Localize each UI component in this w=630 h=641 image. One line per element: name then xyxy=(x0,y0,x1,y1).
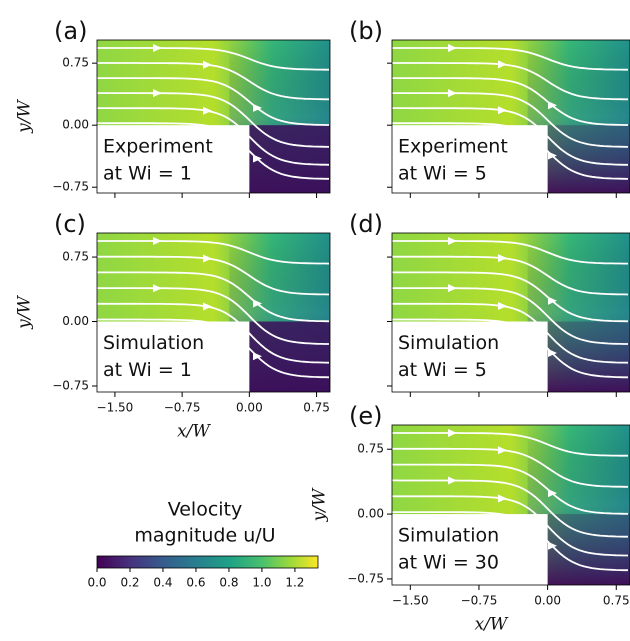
colorbar-tick-label: 1.0 xyxy=(252,576,271,590)
colorbar-tick-label: 0.4 xyxy=(153,576,172,590)
panel: Simulation at Wi = 30 (e) −1.50 −0.75 0.00 0.7… xyxy=(310,402,630,635)
panel-text: at Wi = 5 xyxy=(398,163,487,185)
y-axis-label: y/W xyxy=(15,295,35,330)
panel-text: Simulation xyxy=(103,332,204,354)
x-tick-label: 0.00 xyxy=(236,401,263,415)
colorbar-tick-label: 0.8 xyxy=(219,576,238,590)
colorbar-tick-label: 1.2 xyxy=(285,576,304,590)
panel-text: Experiment xyxy=(398,136,508,158)
figure: Experimentat Wi = 1(a)−0.750.000.75y/WEx… xyxy=(0,0,630,641)
y-tick-label: −0.75 xyxy=(347,571,384,585)
x-tick-label: 0.75 xyxy=(603,594,630,608)
x-tick-label: −0.75 xyxy=(164,401,201,415)
x-axis-label: x/W xyxy=(475,615,509,635)
panel-label: (a) xyxy=(54,17,87,45)
colorbar-tick-label: 0.0 xyxy=(87,576,106,590)
y-tick-label: −0.75 xyxy=(52,180,89,194)
y-tick-label: 0.75 xyxy=(357,442,384,456)
x-tick-label: −1.50 xyxy=(97,401,134,415)
panel: Simulation at Wi = 5 (d) xyxy=(349,210,630,397)
colorbar-title: magnitude u/U xyxy=(134,525,275,547)
colorbar-tick-label: 0.6 xyxy=(186,576,205,590)
panel-label: (b) xyxy=(349,17,383,45)
colorbar-tick-label: 0.2 xyxy=(120,576,139,590)
panel: Experiment at Wi = 1 (a) −0.75 0.00 0.75 y/W xyxy=(15,17,331,198)
y-axis-label: y/W xyxy=(310,487,330,522)
panel: Experiment at Wi = 5 (b) xyxy=(349,17,630,198)
panel-text: at Wi = 1 xyxy=(103,359,192,381)
panel: Simulation at Wi = 1 (c) −1.50 −0.75 0.00 0.75… xyxy=(15,210,331,442)
panel-text: Experiment xyxy=(103,136,213,158)
colorbar xyxy=(97,556,318,568)
panel-text: Simulation xyxy=(398,525,499,547)
x-tick-label: −1.50 xyxy=(392,594,429,608)
y-tick-label: −0.75 xyxy=(52,378,89,392)
y-tick-label: 0.75 xyxy=(62,250,89,264)
panel-label: (e) xyxy=(349,402,383,430)
dead-zone xyxy=(548,514,630,585)
y-tick-label: 0.00 xyxy=(62,314,89,328)
y-axis-label: y/W xyxy=(15,99,35,134)
y-tick-label: 0.00 xyxy=(62,118,89,132)
dead-zone xyxy=(548,125,630,193)
dead-zone xyxy=(249,322,330,392)
x-axis-label: x/W xyxy=(177,422,211,442)
panel-label: (d) xyxy=(349,210,383,238)
panel-text: Simulation xyxy=(398,332,499,354)
dead-zone xyxy=(548,322,630,392)
panel-label: (c) xyxy=(54,210,86,238)
y-tick-label: 0.00 xyxy=(357,507,384,521)
y-tick-label: 0.75 xyxy=(62,56,89,70)
colorbar-title: Velocity xyxy=(168,499,243,521)
panel-text: at Wi = 30 xyxy=(398,552,499,574)
panel-text: at Wi = 5 xyxy=(398,359,487,381)
panel-text: at Wi = 1 xyxy=(103,163,192,185)
x-tick-label: 0.00 xyxy=(534,594,561,608)
dead-zone xyxy=(249,125,330,193)
x-tick-label: −0.75 xyxy=(461,594,498,608)
x-tick-label: 0.75 xyxy=(303,401,330,415)
